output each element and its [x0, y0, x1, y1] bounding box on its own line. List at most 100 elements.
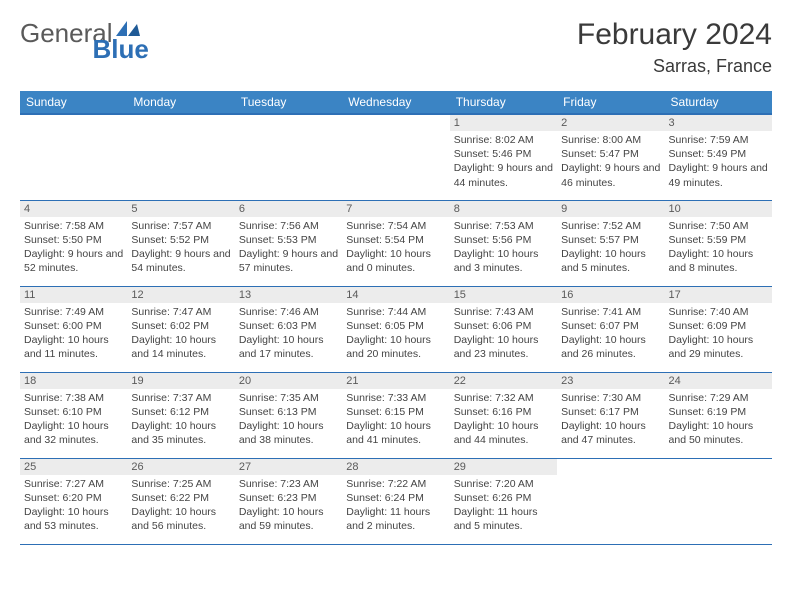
- calendar-cell: 18Sunrise: 7:38 AMSunset: 6:10 PMDayligh…: [20, 372, 127, 458]
- sunset-text: Sunset: 6:17 PM: [561, 405, 660, 419]
- calendar-cell: 29Sunrise: 7:20 AMSunset: 6:26 PMDayligh…: [450, 458, 557, 544]
- calendar-cell: 5Sunrise: 7:57 AMSunset: 5:52 PMDaylight…: [127, 200, 234, 286]
- sunrise-text: Sunrise: 7:37 AM: [131, 391, 230, 405]
- day-number: 19: [127, 373, 234, 389]
- daylight-text: Daylight: 10 hours and 8 minutes.: [669, 247, 768, 275]
- calendar-cell: 11Sunrise: 7:49 AMSunset: 6:00 PMDayligh…: [20, 286, 127, 372]
- cell-body: Sunrise: 7:54 AMSunset: 5:54 PMDaylight:…: [342, 217, 449, 280]
- daylight-text: Daylight: 10 hours and 14 minutes.: [131, 333, 230, 361]
- calendar-cell: 16Sunrise: 7:41 AMSunset: 6:07 PMDayligh…: [557, 286, 664, 372]
- calendar-week-row: 1Sunrise: 8:02 AMSunset: 5:46 PMDaylight…: [20, 114, 772, 200]
- sunset-text: Sunset: 5:49 PM: [669, 147, 768, 161]
- calendar-cell: 13Sunrise: 7:46 AMSunset: 6:03 PMDayligh…: [235, 286, 342, 372]
- sunset-text: Sunset: 6:13 PM: [239, 405, 338, 419]
- empty-day-band: [20, 115, 127, 131]
- sunset-text: Sunset: 6:02 PM: [131, 319, 230, 333]
- cell-body: Sunrise: 7:22 AMSunset: 6:24 PMDaylight:…: [342, 475, 449, 538]
- sunrise-text: Sunrise: 7:30 AM: [561, 391, 660, 405]
- sunrise-text: Sunrise: 7:47 AM: [131, 305, 230, 319]
- daylight-text: Daylight: 10 hours and 35 minutes.: [131, 419, 230, 447]
- sunset-text: Sunset: 6:05 PM: [346, 319, 445, 333]
- cell-body: Sunrise: 7:47 AMSunset: 6:02 PMDaylight:…: [127, 303, 234, 366]
- cell-body: Sunrise: 7:58 AMSunset: 5:50 PMDaylight:…: [20, 217, 127, 280]
- daylight-text: Daylight: 10 hours and 38 minutes.: [239, 419, 338, 447]
- day-number: 6: [235, 201, 342, 217]
- sunrise-text: Sunrise: 7:59 AM: [669, 133, 768, 147]
- cell-body: Sunrise: 7:43 AMSunset: 6:06 PMDaylight:…: [450, 303, 557, 366]
- sunset-text: Sunset: 5:59 PM: [669, 233, 768, 247]
- sunrise-text: Sunrise: 8:00 AM: [561, 133, 660, 147]
- daylight-text: Daylight: 9 hours and 52 minutes.: [24, 247, 123, 275]
- daylight-text: Daylight: 10 hours and 17 minutes.: [239, 333, 338, 361]
- cell-body: Sunrise: 8:02 AMSunset: 5:46 PMDaylight:…: [450, 131, 557, 194]
- daylight-text: Daylight: 10 hours and 50 minutes.: [669, 419, 768, 447]
- sunrise-text: Sunrise: 7:52 AM: [561, 219, 660, 233]
- daylight-text: Daylight: 10 hours and 29 minutes.: [669, 333, 768, 361]
- calendar-cell: 7Sunrise: 7:54 AMSunset: 5:54 PMDaylight…: [342, 200, 449, 286]
- logo: General Blue: [20, 18, 199, 49]
- calendar-cell: 28Sunrise: 7:22 AMSunset: 6:24 PMDayligh…: [342, 458, 449, 544]
- sunset-text: Sunset: 5:57 PM: [561, 233, 660, 247]
- day-number: 16: [557, 287, 664, 303]
- day-number: 7: [342, 201, 449, 217]
- calendar-cell: [127, 114, 234, 200]
- day-number: 14: [342, 287, 449, 303]
- calendar-cell: 26Sunrise: 7:25 AMSunset: 6:22 PMDayligh…: [127, 458, 234, 544]
- daylight-text: Daylight: 10 hours and 32 minutes.: [24, 419, 123, 447]
- empty-day-band: [127, 115, 234, 131]
- sunrise-text: Sunrise: 7:20 AM: [454, 477, 553, 491]
- daylight-text: Daylight: 10 hours and 26 minutes.: [561, 333, 660, 361]
- weekday-header: Saturday: [665, 91, 772, 114]
- calendar-cell: 12Sunrise: 7:47 AMSunset: 6:02 PMDayligh…: [127, 286, 234, 372]
- weekday-header: Wednesday: [342, 91, 449, 114]
- daylight-text: Daylight: 10 hours and 44 minutes.: [454, 419, 553, 447]
- day-number: 22: [450, 373, 557, 389]
- calendar-cell: [235, 114, 342, 200]
- sunset-text: Sunset: 6:15 PM: [346, 405, 445, 419]
- cell-body: Sunrise: 7:44 AMSunset: 6:05 PMDaylight:…: [342, 303, 449, 366]
- calendar-cell: 10Sunrise: 7:50 AMSunset: 5:59 PMDayligh…: [665, 200, 772, 286]
- calendar-table: Sunday Monday Tuesday Wednesday Thursday…: [20, 91, 772, 545]
- cell-body: Sunrise: 7:46 AMSunset: 6:03 PMDaylight:…: [235, 303, 342, 366]
- day-number: 29: [450, 459, 557, 475]
- day-number: 27: [235, 459, 342, 475]
- daylight-text: Daylight: 9 hours and 49 minutes.: [669, 161, 768, 189]
- calendar-cell: 24Sunrise: 7:29 AMSunset: 6:19 PMDayligh…: [665, 372, 772, 458]
- cell-body: Sunrise: 7:52 AMSunset: 5:57 PMDaylight:…: [557, 217, 664, 280]
- daylight-text: Daylight: 11 hours and 2 minutes.: [346, 505, 445, 533]
- sunset-text: Sunset: 5:53 PM: [239, 233, 338, 247]
- calendar-cell: [557, 458, 664, 544]
- sunrise-text: Sunrise: 7:38 AM: [24, 391, 123, 405]
- daylight-text: Daylight: 10 hours and 23 minutes.: [454, 333, 553, 361]
- cell-body: Sunrise: 7:57 AMSunset: 5:52 PMDaylight:…: [127, 217, 234, 280]
- day-number: 10: [665, 201, 772, 217]
- sunset-text: Sunset: 6:07 PM: [561, 319, 660, 333]
- sunrise-text: Sunrise: 7:22 AM: [346, 477, 445, 491]
- day-number: 21: [342, 373, 449, 389]
- weekday-header-row: Sunday Monday Tuesday Wednesday Thursday…: [20, 91, 772, 114]
- sunrise-text: Sunrise: 7:46 AM: [239, 305, 338, 319]
- day-number: 8: [450, 201, 557, 217]
- sunset-text: Sunset: 6:10 PM: [24, 405, 123, 419]
- daylight-text: Daylight: 9 hours and 57 minutes.: [239, 247, 338, 275]
- header: General Blue February 2024 Sarras, Franc…: [20, 18, 772, 77]
- sunrise-text: Sunrise: 7:53 AM: [454, 219, 553, 233]
- weekday-header: Sunday: [20, 91, 127, 114]
- sunrise-text: Sunrise: 7:58 AM: [24, 219, 123, 233]
- location: Sarras, France: [577, 56, 772, 77]
- cell-body: Sunrise: 7:37 AMSunset: 6:12 PMDaylight:…: [127, 389, 234, 452]
- cell-body: Sunrise: 8:00 AMSunset: 5:47 PMDaylight:…: [557, 131, 664, 194]
- day-number: 25: [20, 459, 127, 475]
- sunset-text: Sunset: 6:19 PM: [669, 405, 768, 419]
- weekday-header: Monday: [127, 91, 234, 114]
- day-number: 1: [450, 115, 557, 131]
- calendar-cell: 8Sunrise: 7:53 AMSunset: 5:56 PMDaylight…: [450, 200, 557, 286]
- cell-body: Sunrise: 7:56 AMSunset: 5:53 PMDaylight:…: [235, 217, 342, 280]
- day-number: 17: [665, 287, 772, 303]
- empty-day-band: [342, 115, 449, 131]
- month-title: February 2024: [577, 18, 772, 52]
- sunset-text: Sunset: 5:54 PM: [346, 233, 445, 247]
- daylight-text: Daylight: 10 hours and 3 minutes.: [454, 247, 553, 275]
- daylight-text: Daylight: 11 hours and 5 minutes.: [454, 505, 553, 533]
- sunrise-text: Sunrise: 8:02 AM: [454, 133, 553, 147]
